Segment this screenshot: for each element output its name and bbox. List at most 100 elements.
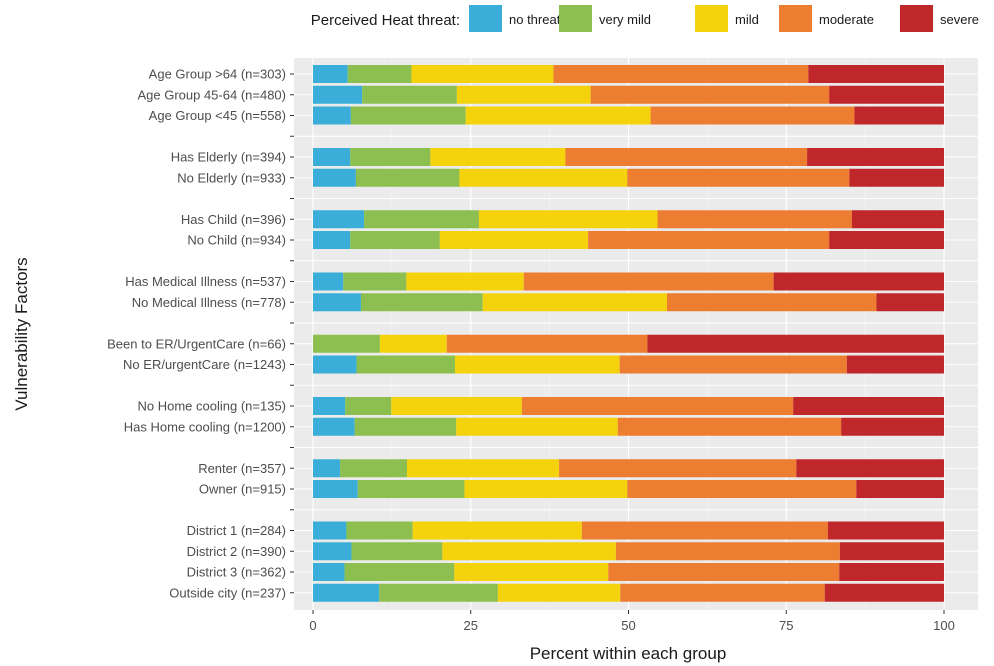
legend: Perceived Heat threat: no threat very mil… (311, 5, 979, 32)
bar-segment (313, 293, 361, 312)
bar-segment (456, 85, 591, 104)
bar-segment (344, 563, 455, 581)
bar-segment (313, 272, 344, 291)
y-tick-label: Age Group 45-64 (n=480) (137, 87, 286, 102)
y-axis: Age Group >64 (n=303) Age Group 45-64 (n=… (107, 67, 294, 600)
y-axis-title: Vulnerability Factors (12, 257, 31, 410)
bar-segment (523, 272, 774, 291)
legend-key (469, 5, 502, 32)
bar-segment (620, 583, 825, 602)
bar-segment (313, 106, 351, 125)
bar-segment (846, 355, 944, 374)
legend-label: very mild (599, 12, 651, 27)
bar-segment (619, 355, 847, 374)
y-tick-label: District 3 (n=362) (187, 565, 286, 580)
bar-segment (357, 480, 465, 498)
bar-segment (478, 210, 658, 229)
y-tick-label: Owner (n=915) (199, 482, 286, 497)
bar-segment (650, 106, 855, 125)
bar-segment (364, 210, 479, 229)
y-tick-label: No Medical Illness (n=778) (132, 295, 286, 310)
y-tick-label: District 1 (n=284) (187, 523, 286, 538)
bar-segment (808, 65, 944, 83)
bar-segment (497, 583, 621, 602)
bar-segment (876, 293, 944, 312)
bar-segment (829, 231, 944, 249)
bar-segment (313, 397, 346, 415)
bar-segment (354, 417, 457, 436)
legend-key (779, 5, 812, 32)
x-tick-label: 0 (309, 618, 316, 633)
bar-segment (362, 85, 457, 104)
bar-segment (796, 459, 944, 478)
bar-segment (313, 210, 365, 229)
bar-segment (406, 272, 524, 291)
bar-segment (617, 417, 842, 436)
bar-segment (588, 231, 830, 249)
x-axis: 0 25 50 75 100 (309, 610, 955, 633)
bar-segment (313, 355, 357, 374)
bar-segment (442, 542, 616, 561)
y-tick-label: No Elderly (n=933) (177, 170, 286, 185)
bar-segment (521, 397, 794, 415)
bar-segment (581, 521, 828, 540)
bar-segment (459, 168, 628, 187)
y-tick-label: District 2 (n=390) (187, 544, 286, 559)
bar-segment (851, 210, 944, 229)
bar-segment (347, 65, 412, 83)
bar-segment (313, 563, 345, 581)
x-tick-label: 75 (779, 618, 793, 633)
bar-segment (627, 480, 857, 498)
legend-title: Perceived Heat threat: (311, 12, 460, 29)
bar-segment (590, 85, 830, 104)
bar-segment (391, 397, 522, 415)
bar-segment (313, 480, 358, 498)
bar-segment (565, 148, 808, 166)
legend-key (695, 5, 728, 32)
bar-segment (340, 459, 408, 478)
bar-segment (350, 231, 440, 249)
bar-segment (647, 334, 944, 353)
y-tick-label: Age Group >64 (n=303) (149, 67, 286, 82)
bar-segment (856, 480, 944, 498)
legend-label: mild (735, 12, 759, 27)
y-tick-label: Has Medical Illness (n=537) (125, 274, 286, 289)
x-tick-label: 25 (464, 618, 478, 633)
bar-segment (841, 417, 944, 436)
bar-segment (343, 272, 407, 291)
bar-segment (350, 148, 431, 166)
bar-segment (465, 106, 651, 125)
bar-segment (355, 168, 460, 187)
bar-segment (464, 480, 628, 498)
bar-segment (482, 293, 667, 312)
bar-segment (854, 106, 944, 125)
bar-segment (313, 521, 347, 540)
bar-segment (454, 355, 620, 374)
bar-segment (411, 65, 554, 83)
bar-segment (356, 355, 455, 374)
bar-segment (350, 106, 466, 125)
x-tick-label: 50 (621, 618, 635, 633)
y-tick-label: No Child (n=934) (187, 233, 286, 248)
bar-segment (615, 542, 840, 561)
bar-segment (313, 65, 348, 83)
bar-segment (430, 148, 566, 166)
y-tick-label: No ER/urgentCare (n=1243) (123, 357, 286, 372)
y-tick-label: Has Child (n=396) (181, 212, 286, 227)
legend-label: moderate (819, 12, 874, 27)
bar-segment (407, 459, 560, 478)
bars (313, 65, 944, 602)
legend-key (900, 5, 933, 32)
bar-segment (608, 563, 840, 581)
y-tick-label: Has Home cooling (n=1200) (124, 419, 286, 434)
bar-segment (313, 148, 351, 166)
bar-segment (313, 334, 380, 353)
x-axis-title: Percent within each group (530, 644, 727, 663)
bar-segment (346, 521, 413, 540)
bar-segment (412, 521, 582, 540)
x-tick-label: 100 (933, 618, 955, 633)
y-tick-label: Renter (n=357) (198, 461, 286, 476)
bar-segment (351, 542, 443, 561)
bar-segment (553, 65, 809, 83)
